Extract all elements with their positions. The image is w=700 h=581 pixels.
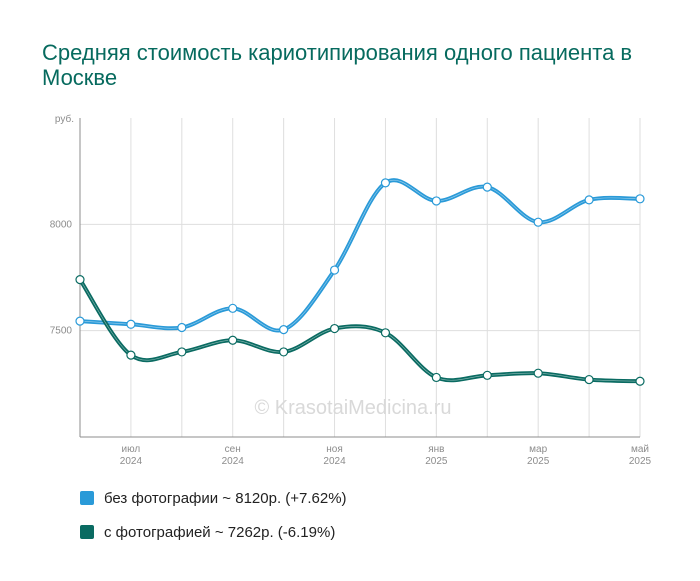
- legend-label-with-photo: с фотографией ~ 7262р. (-6.19%): [104, 523, 336, 541]
- series-line-highlight-0: [79, 180, 641, 331]
- data-point[interactable]: [584, 195, 594, 205]
- data-point[interactable]: [482, 370, 492, 380]
- data-point[interactable]: [635, 376, 645, 386]
- legend-item-no-photo[interactable]: без фотографии ~ 8120р. (+7.62%): [80, 488, 347, 508]
- data-point[interactable]: [177, 322, 187, 333]
- y-unit-label: руб.: [55, 113, 74, 125]
- x-tick-year: 2025: [629, 456, 652, 467]
- data-points: [75, 178, 645, 386]
- x-tick-year: 2024: [323, 456, 346, 467]
- x-tick-month: ноя: [326, 444, 343, 455]
- data-point[interactable]: [329, 265, 340, 275]
- data-point[interactable]: [228, 335, 238, 345]
- x-tick-year: 2025: [527, 456, 550, 467]
- x-tick-month: мар: [529, 444, 547, 455]
- x-tick-year: 2025: [425, 456, 448, 467]
- data-point[interactable]: [126, 350, 136, 360]
- y-tick-label: 8000: [50, 219, 73, 230]
- x-tick-month: июл: [122, 444, 141, 455]
- data-point[interactable]: [533, 217, 543, 227]
- grid-lines: [79, 118, 641, 437]
- legend: без фотографии ~ 8120р. (+7.62%) с фотог…: [80, 488, 347, 556]
- chart-title: Средняя стоимость кариотипирования одног…: [42, 40, 633, 90]
- data-point[interactable]: [533, 368, 543, 378]
- data-point[interactable]: [635, 194, 645, 204]
- data-point[interactable]: [75, 316, 85, 326]
- series-lines: [78, 178, 642, 384]
- x-tick-year: 2024: [120, 456, 143, 467]
- data-point[interactable]: [584, 374, 594, 385]
- data-point[interactable]: [279, 325, 289, 335]
- data-point[interactable]: [380, 328, 391, 338]
- data-point[interactable]: [380, 178, 391, 188]
- x-tick-month: янв: [428, 444, 444, 455]
- x-tick-year: 2024: [222, 456, 245, 467]
- x-tick-month: май: [631, 444, 649, 455]
- data-point[interactable]: [329, 323, 340, 334]
- data-point[interactable]: [75, 275, 85, 285]
- data-point[interactable]: [431, 372, 441, 383]
- legend-swatch-with-photo: [80, 525, 94, 539]
- legend-swatch-no-photo: [80, 491, 94, 505]
- watermark: © KrasotaiMedicina.ru: [254, 397, 451, 419]
- legend-item-with-photo[interactable]: с фотографией ~ 7262р. (-6.19%): [80, 522, 347, 542]
- data-point[interactable]: [228, 303, 238, 313]
- series-line-0: [78, 178, 642, 333]
- legend-label-no-photo: без фотографии ~ 8120р. (+7.62%): [104, 489, 347, 507]
- data-point[interactable]: [431, 196, 441, 206]
- data-point[interactable]: [177, 347, 187, 357]
- data-point[interactable]: [126, 319, 136, 329]
- data-point[interactable]: [279, 347, 289, 357]
- x-tick-month: сен: [225, 444, 241, 455]
- data-point[interactable]: [482, 182, 492, 192]
- y-tick-label: 7500: [50, 326, 73, 337]
